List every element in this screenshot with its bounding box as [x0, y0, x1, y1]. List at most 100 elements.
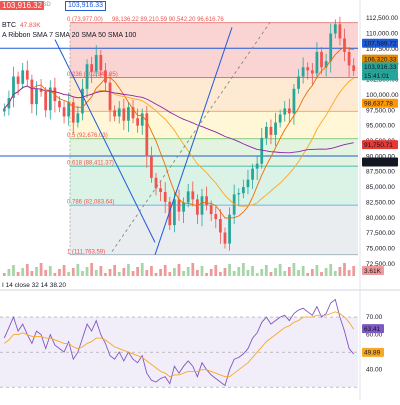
candle-40	[186, 191, 190, 203]
price-tag-3: 103,916.33	[364, 64, 397, 71]
volume-tag-bg	[362, 266, 384, 275]
volume-bar-17	[81, 271, 84, 276]
candle-33	[154, 177, 158, 189]
fib-label-4: 0.786 (82,083.64)	[67, 200, 114, 206]
volume-bar-5	[25, 264, 29, 276]
volume-bar-75	[347, 270, 351, 276]
candle-75	[347, 51, 351, 66]
candle-58	[269, 126, 273, 135]
candle-61	[283, 108, 287, 115]
volume-bar-0	[2, 273, 6, 276]
volume-bar-58	[269, 272, 273, 276]
candle-20	[94, 55, 98, 72]
compare-price-badge[interactable]: 103,916.33	[65, 1, 107, 11]
candle-66	[306, 67, 310, 71]
price-tag-0: 107,589.72	[364, 41, 397, 48]
price-tag-bg-5	[362, 98, 398, 108]
candle-9	[44, 91, 48, 111]
volume-bar-71	[329, 264, 333, 276]
candle-53	[246, 179, 250, 188]
indicators-legend[interactable]: A Ribbon SMA 7 SMA 20 SMA 50 SMA 100	[2, 32, 137, 39]
volume-bar-62	[287, 267, 291, 276]
price-tick-13: 80,000.00	[366, 215, 395, 222]
candle-45	[209, 205, 213, 215]
symbol-label[interactable]: BTC	[2, 22, 16, 29]
candle-3	[16, 76, 20, 84]
volume-bar-21	[99, 266, 103, 276]
price-tick-1: 110,000.00	[366, 31, 398, 38]
trendline-dashed[interactable]	[111, 22, 271, 252]
volume-bar-65	[301, 266, 305, 276]
volume-bar-39	[182, 271, 185, 276]
volume-bar-15	[71, 268, 75, 276]
candle-74	[343, 38, 346, 52]
fib-label-5: 0 (73,977.00)	[67, 17, 103, 23]
volume-bar-19	[90, 263, 94, 276]
candle-73	[338, 24, 342, 39]
volume-bar-74	[343, 263, 346, 276]
trendline-up[interactable]	[154, 27, 233, 255]
candle-30	[140, 113, 144, 126]
volume-bar-32	[150, 266, 153, 276]
candle-71	[329, 33, 333, 62]
volume-bar-16	[76, 264, 80, 276]
volume-bar-48	[223, 268, 227, 276]
candle-43	[200, 196, 204, 215]
volume-bar-54	[251, 266, 254, 276]
candle-42	[196, 199, 199, 215]
candle-0	[2, 108, 6, 112]
volume-bar-46	[214, 265, 218, 276]
fib-zone-0	[70, 22, 358, 78]
candle-49	[228, 214, 231, 244]
rsi-value-tag: 63.41	[364, 326, 381, 333]
volume-bar-4	[21, 268, 25, 276]
candle-50	[232, 194, 236, 215]
volume-bar-47	[218, 272, 222, 276]
volume-tag: 3.61K	[364, 268, 382, 275]
volume-bar-72	[333, 271, 337, 276]
rsi-header: I 14 close 32 14 38.20	[2, 282, 66, 289]
candle-70	[324, 61, 328, 68]
candle-8	[39, 88, 43, 92]
price-tick-12: 82,500.00	[366, 199, 395, 206]
fib-label-0: 1 (111,763.59)	[67, 249, 105, 255]
volume-bar-51	[237, 267, 241, 276]
candle-67	[310, 70, 314, 74]
volume-bar-67	[310, 269, 314, 276]
currency-label: USD	[38, 2, 51, 8]
volume-bar-28	[131, 271, 135, 276]
volume-bar-29	[136, 267, 140, 276]
candle-7	[35, 88, 38, 105]
fib-label-1: 0.236 (102,946.05)	[67, 72, 118, 78]
candle-64	[297, 76, 300, 89]
fib-label-3: 0.618 (88,411.37)	[67, 161, 114, 167]
candle-13	[62, 107, 66, 117]
price-tag-1: 106,320.33	[364, 56, 397, 63]
volume-bar-20	[94, 270, 98, 276]
price-tick-11: 85,000.00	[366, 184, 395, 191]
candle-44	[205, 196, 208, 206]
price-tag-bg-1	[362, 54, 398, 64]
candle-56	[260, 137, 264, 164]
ma-values-label: 98,136.22 89,210.59 90,542.20 96,616.76	[112, 17, 224, 23]
trendline-down[interactable]	[54, 39, 156, 243]
volume-bar-23	[108, 269, 112, 276]
volume-bar-13	[62, 265, 66, 276]
candle-29	[136, 118, 140, 126]
volume-bar-35	[163, 265, 167, 276]
candle-14	[67, 102, 71, 117]
last-price-badge: 103,916.32	[0, 1, 45, 10]
rsi-ma-tag-bg	[362, 347, 384, 357]
fib-zone-base	[70, 205, 358, 255]
volume-bar-69	[320, 272, 323, 276]
volume-bar-10	[48, 266, 52, 276]
volume-bar-73	[338, 267, 342, 276]
volume-bar-27	[127, 264, 130, 276]
candle-4	[21, 70, 25, 84]
price-tick-9: 90,000.00	[366, 153, 395, 160]
candle-17	[81, 88, 84, 114]
volume-bar-42	[196, 270, 199, 276]
volume-bar-40	[186, 267, 190, 276]
